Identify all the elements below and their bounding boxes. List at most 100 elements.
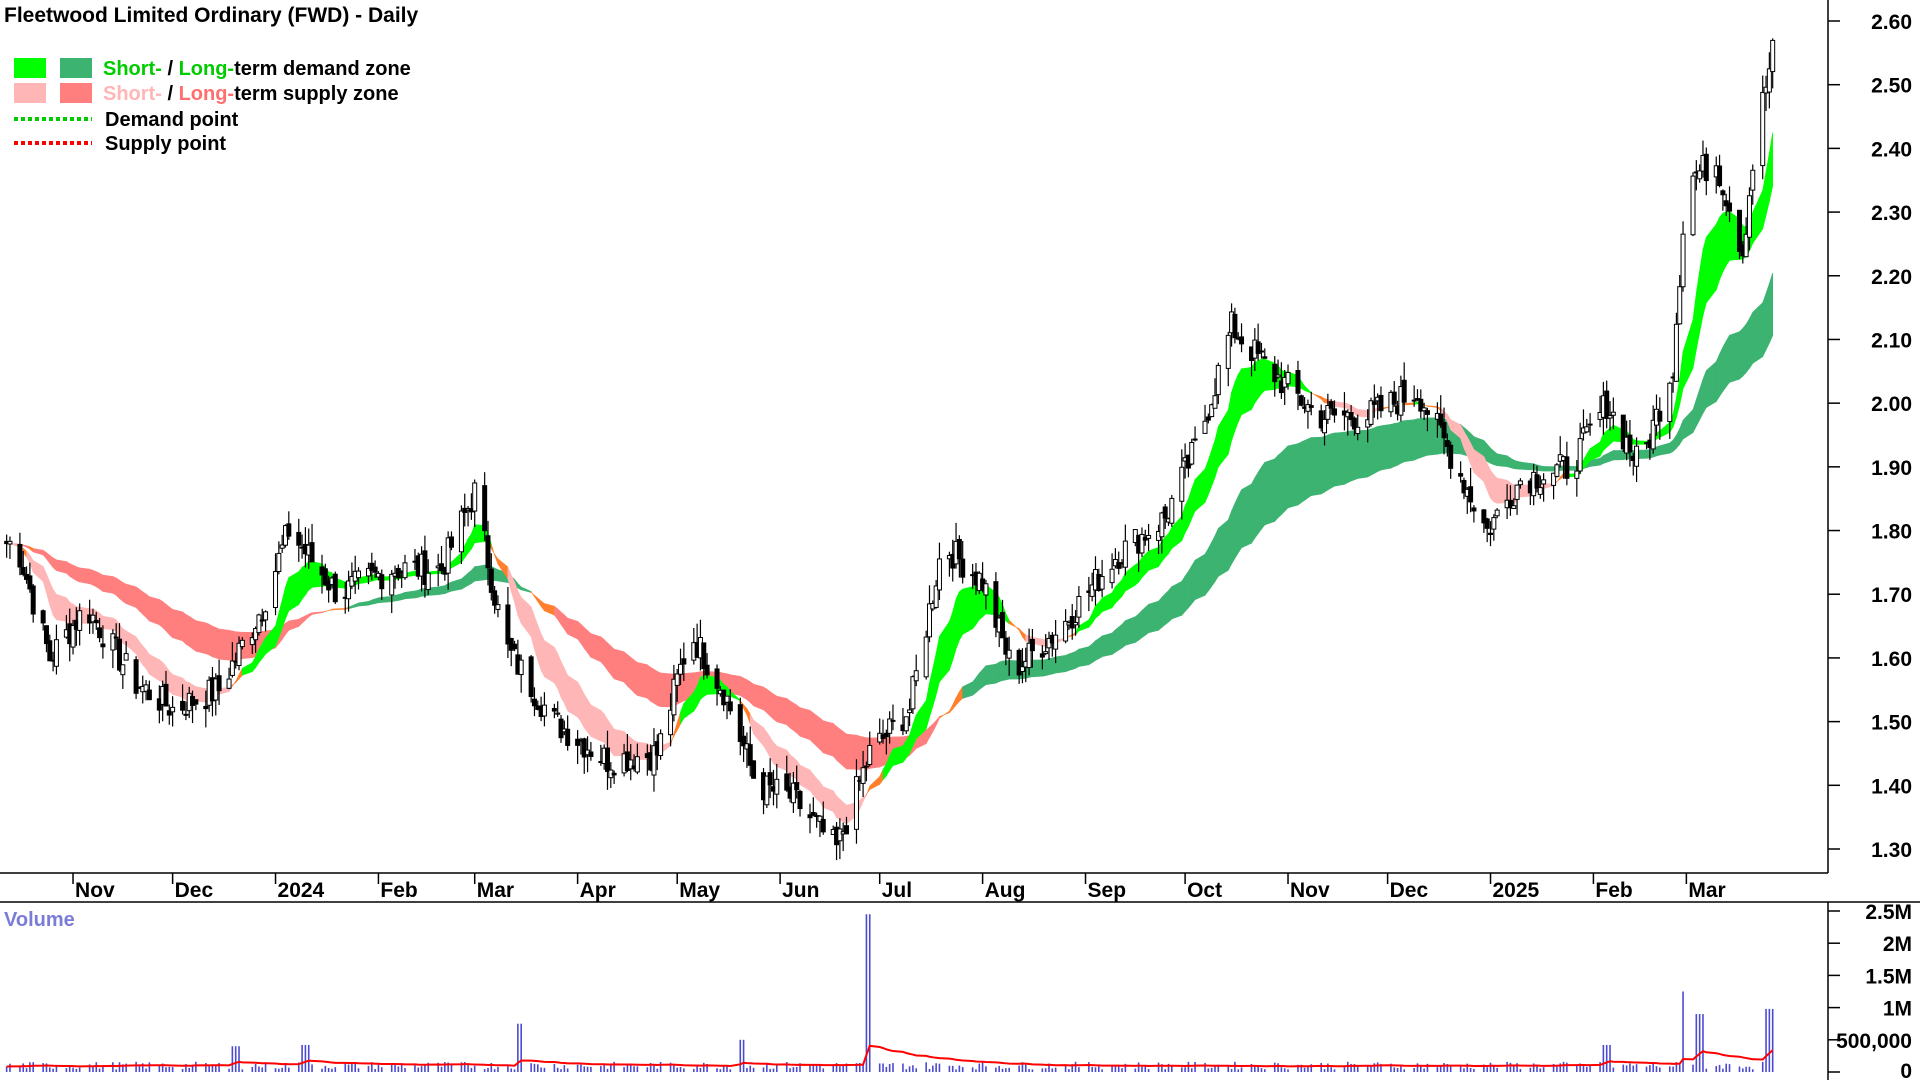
legend-supply-rest: term supply zone <box>234 83 398 105</box>
candle-body <box>18 544 22 567</box>
short-term-zone-segment <box>302 565 305 599</box>
candle-body <box>1110 569 1114 582</box>
candle-body <box>1123 541 1127 567</box>
short-term-zone-segment <box>959 589 962 640</box>
long-term-zone-segment <box>790 701 793 730</box>
candle-body <box>1323 419 1327 432</box>
legend-supply-point: Supply point <box>105 133 226 155</box>
short-term-zone-segment <box>1145 551 1148 574</box>
candle-body <box>1691 176 1695 235</box>
candle-body <box>1575 471 1579 478</box>
y-tick-label: 1.60 <box>1871 648 1912 671</box>
candle-body <box>884 733 888 736</box>
x-tick-label: Mar <box>1688 879 1725 902</box>
short-term-zone-segment <box>56 594 66 621</box>
short-term-zone-segment <box>1165 534 1168 558</box>
candle-body <box>1698 171 1702 179</box>
candle-body <box>795 783 799 790</box>
short-term-zone-segment <box>1607 428 1610 447</box>
long-term-zone-segment <box>837 726 840 763</box>
long-term-zone-segment <box>604 640 607 671</box>
candle-body <box>891 720 895 721</box>
candle-body <box>659 734 663 756</box>
candle-body <box>559 719 563 738</box>
short-term-zone-segment <box>949 612 952 670</box>
long-term-zone-segment <box>1182 576 1185 615</box>
long-term-zone-segment <box>979 670 982 690</box>
x-tick-label: Nov <box>1290 879 1330 902</box>
candle-body <box>274 572 278 608</box>
short-term-zone-segment <box>1404 403 1414 405</box>
candle-body <box>1379 395 1383 410</box>
long-term-zone-segment <box>173 609 183 641</box>
long-term-zone-segment <box>983 666 986 687</box>
candle-body <box>1309 406 1313 408</box>
candle-body <box>1372 402 1376 405</box>
y-tick-label: 2.00 <box>1871 393 1912 416</box>
candle-body <box>240 640 244 646</box>
long-term-zone-segment <box>1766 284 1769 350</box>
candle-body <box>1518 481 1522 485</box>
candle-body <box>1273 364 1277 381</box>
long-term-zone-segment <box>1265 459 1275 525</box>
short-term-zone-segment <box>564 668 567 711</box>
long-term-zone-segment <box>1275 455 1278 521</box>
short-term-zone-segment <box>1358 409 1368 417</box>
candle-body <box>204 706 208 708</box>
long-term-zone-segment <box>1348 431 1351 483</box>
long-term-zone-segment <box>1427 418 1437 456</box>
candle-body <box>612 773 616 775</box>
y-tick-label: 2.10 <box>1871 329 1912 352</box>
candle-body <box>403 563 407 578</box>
candle-body <box>682 659 686 664</box>
long-term-zone-segment <box>1753 303 1763 364</box>
candle-body <box>1495 510 1499 516</box>
candle-body <box>675 674 679 685</box>
candle-body <box>1611 412 1615 415</box>
long-term-zone-segment <box>1401 421 1404 464</box>
long-term-zone-segment <box>740 676 743 697</box>
long-term-zone-segment <box>584 628 587 653</box>
long-term-zone-segment <box>80 568 90 584</box>
candle-body <box>1542 480 1546 484</box>
long-term-zone-segment <box>1032 660 1042 677</box>
short-term-zone-segment <box>1261 359 1264 394</box>
candle-body <box>124 654 128 660</box>
candle-body <box>1147 535 1151 538</box>
candle-body <box>1425 411 1429 415</box>
candle-body <box>493 591 497 605</box>
short-term-zone-segment <box>963 587 973 635</box>
long-term-zone-segment <box>1242 484 1252 548</box>
long-term-zone-segment <box>1351 431 1354 481</box>
short-term-zone-segment <box>591 705 601 741</box>
long-term-zone-segment <box>1278 452 1281 517</box>
y-tick-label: 1.30 <box>1871 839 1912 862</box>
long-term-zone-segment <box>1135 614 1138 642</box>
candle-body <box>1658 411 1662 421</box>
candle-body <box>1402 380 1406 402</box>
candle-body <box>924 637 928 677</box>
candle-body <box>1608 416 1612 418</box>
candle-body <box>1459 474 1463 477</box>
long-term-zone-segment <box>159 599 162 627</box>
candle-body <box>984 584 988 595</box>
long-term-zone-segment <box>813 713 816 746</box>
long-term-zone-segment <box>1763 293 1766 356</box>
long-term-zone-segment <box>817 716 820 750</box>
long-term-zone-segment <box>1119 624 1122 650</box>
y-tick-label: 1.40 <box>1871 775 1912 798</box>
long-term-zone-segment <box>1139 611 1142 641</box>
candle-body <box>297 532 301 545</box>
long-term-zone-segment <box>1261 462 1264 529</box>
long-term-zone-segment <box>1208 542 1211 591</box>
long-term-zone-segment <box>1095 639 1098 661</box>
candle-body <box>1226 335 1230 368</box>
long-term-zone-segment <box>70 564 73 579</box>
candle-body <box>1469 487 1473 502</box>
candle-body <box>1233 314 1237 337</box>
candle-body <box>1442 422 1446 437</box>
candle-body <box>728 702 732 711</box>
legend-demand-rest: term demand zone <box>234 58 411 80</box>
long-term-zone-segment <box>103 575 113 593</box>
